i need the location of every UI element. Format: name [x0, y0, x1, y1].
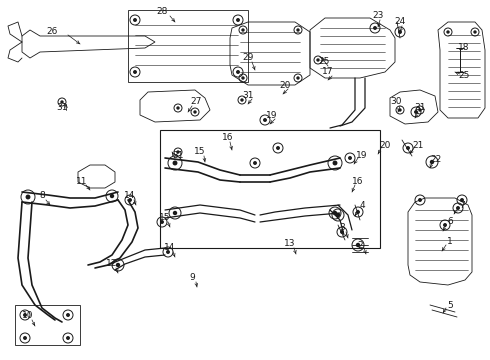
- Bar: [160, 130, 380, 248]
- Text: 27: 27: [190, 98, 202, 107]
- Circle shape: [474, 31, 476, 33]
- Circle shape: [134, 19, 136, 21]
- Circle shape: [297, 77, 299, 79]
- Text: 8: 8: [39, 192, 45, 201]
- Circle shape: [419, 109, 421, 111]
- Text: 12: 12: [106, 260, 118, 269]
- Text: 5: 5: [447, 301, 453, 310]
- Bar: [15, 305, 80, 345]
- Circle shape: [167, 251, 169, 253]
- Circle shape: [297, 29, 299, 31]
- Text: 15: 15: [159, 213, 171, 222]
- Text: 7: 7: [459, 201, 465, 210]
- Circle shape: [447, 31, 449, 33]
- Text: 22: 22: [430, 156, 441, 165]
- Circle shape: [461, 199, 463, 201]
- Text: 11: 11: [76, 177, 88, 186]
- Circle shape: [419, 199, 421, 201]
- Text: 2: 2: [357, 240, 363, 249]
- Text: 9: 9: [189, 274, 195, 283]
- Text: 3: 3: [339, 224, 345, 233]
- Circle shape: [129, 199, 131, 201]
- Circle shape: [264, 119, 266, 121]
- Circle shape: [237, 19, 239, 21]
- Circle shape: [24, 337, 26, 339]
- Text: 19: 19: [266, 111, 278, 120]
- Text: 31: 31: [56, 104, 68, 112]
- Text: 21: 21: [412, 140, 424, 149]
- Circle shape: [111, 194, 114, 198]
- Circle shape: [67, 314, 69, 316]
- Circle shape: [161, 221, 163, 223]
- Text: 31: 31: [242, 90, 254, 99]
- Text: 23: 23: [372, 10, 384, 19]
- Circle shape: [374, 27, 376, 29]
- Text: 16: 16: [352, 177, 364, 186]
- Text: 14: 14: [124, 192, 136, 201]
- Circle shape: [444, 224, 446, 226]
- Circle shape: [254, 162, 256, 164]
- Circle shape: [399, 31, 401, 33]
- Text: 31: 31: [172, 152, 184, 161]
- Circle shape: [277, 147, 279, 149]
- Text: 4: 4: [359, 202, 365, 211]
- Text: 28: 28: [156, 8, 168, 17]
- Text: 15: 15: [194, 148, 206, 157]
- Circle shape: [399, 109, 401, 111]
- Circle shape: [457, 207, 459, 209]
- Circle shape: [237, 71, 239, 73]
- Circle shape: [317, 59, 319, 61]
- Circle shape: [134, 71, 136, 73]
- Text: 13: 13: [284, 239, 296, 248]
- Text: 29: 29: [243, 53, 254, 62]
- Text: 10: 10: [22, 311, 34, 320]
- Circle shape: [24, 314, 26, 316]
- Circle shape: [173, 211, 176, 215]
- Circle shape: [173, 161, 177, 165]
- Text: 30: 30: [390, 98, 402, 107]
- Text: 20: 20: [279, 81, 291, 90]
- Circle shape: [333, 161, 337, 165]
- Text: 24: 24: [394, 18, 406, 27]
- Circle shape: [334, 211, 337, 215]
- Text: 6: 6: [447, 217, 453, 226]
- Circle shape: [177, 107, 179, 109]
- Text: 16: 16: [222, 134, 234, 143]
- Circle shape: [357, 211, 359, 213]
- Circle shape: [26, 195, 30, 199]
- Text: 31: 31: [414, 104, 426, 112]
- Circle shape: [241, 99, 243, 101]
- Circle shape: [242, 77, 244, 79]
- Circle shape: [407, 147, 409, 149]
- Text: 14: 14: [164, 243, 176, 252]
- Text: 19: 19: [356, 150, 368, 159]
- Circle shape: [431, 161, 434, 163]
- Text: 25: 25: [318, 58, 330, 67]
- Text: 25: 25: [458, 71, 470, 80]
- Text: 18: 18: [458, 44, 470, 53]
- Circle shape: [415, 111, 417, 113]
- Circle shape: [357, 243, 360, 247]
- Circle shape: [177, 151, 179, 153]
- Circle shape: [337, 213, 340, 216]
- Circle shape: [61, 101, 63, 103]
- Circle shape: [341, 231, 343, 233]
- Text: 26: 26: [47, 27, 58, 36]
- Circle shape: [194, 111, 196, 113]
- Text: 20: 20: [379, 140, 391, 149]
- Circle shape: [117, 264, 120, 266]
- Circle shape: [349, 157, 351, 159]
- Circle shape: [67, 337, 69, 339]
- Text: 17: 17: [322, 68, 334, 77]
- Text: 1: 1: [447, 238, 453, 247]
- Circle shape: [242, 29, 244, 31]
